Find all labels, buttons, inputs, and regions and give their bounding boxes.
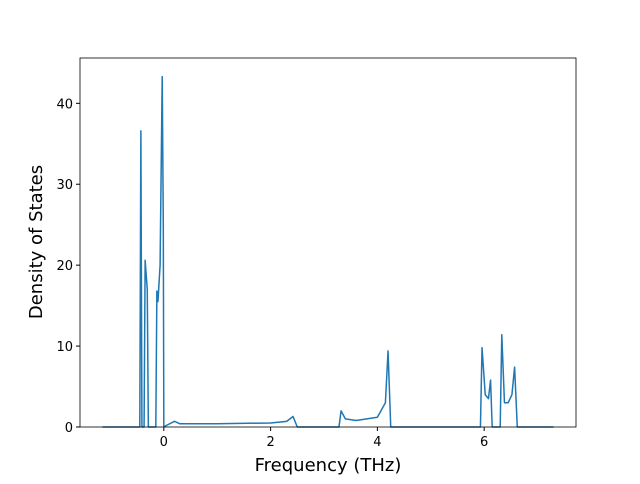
x-tick-label: 4 [373,435,381,450]
y-tick-label: 30 [56,178,73,193]
y-tick-label: 20 [56,259,73,274]
x-axis-label: Frequency (THz) [255,455,402,476]
x-tick-label: 2 [266,435,274,450]
axes-frame [79,57,577,428]
x-tick-label: 6 [480,435,488,450]
x-tick-label: 0 [160,435,168,450]
y-tick-label: 40 [56,97,73,112]
y-axis-label: Density of States [26,165,47,319]
y-tick-label: 10 [56,340,73,355]
y-tick-label: 0 [65,421,73,436]
